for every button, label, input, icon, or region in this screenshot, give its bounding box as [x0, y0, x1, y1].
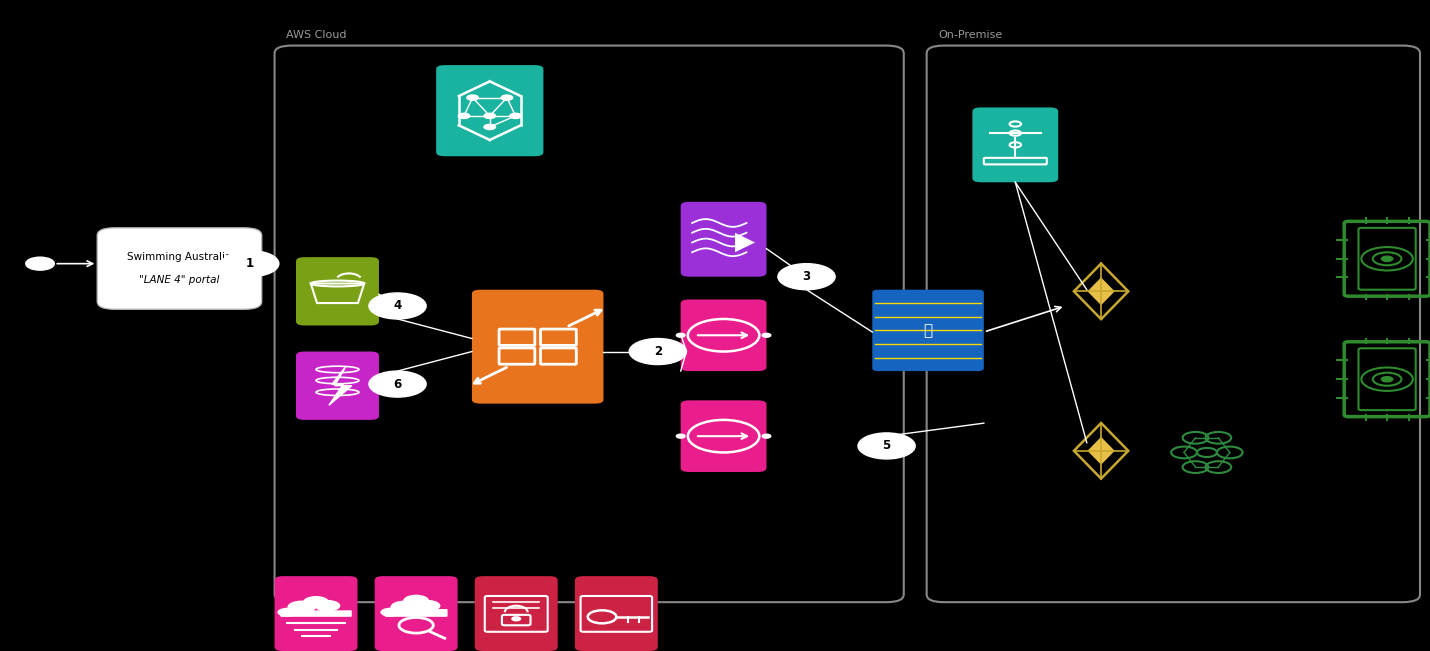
Circle shape — [403, 595, 429, 607]
Circle shape — [415, 600, 440, 612]
Circle shape — [458, 113, 469, 118]
Polygon shape — [735, 233, 755, 253]
Circle shape — [369, 371, 426, 397]
Circle shape — [512, 617, 521, 621]
FancyBboxPatch shape — [681, 400, 766, 472]
Circle shape — [390, 600, 419, 613]
FancyBboxPatch shape — [681, 202, 766, 277]
Circle shape — [762, 333, 771, 337]
Text: On-Premise: On-Premise — [938, 31, 1002, 40]
FancyBboxPatch shape — [972, 107, 1058, 182]
Text: 4: 4 — [393, 299, 402, 312]
FancyBboxPatch shape — [280, 611, 352, 617]
FancyBboxPatch shape — [681, 299, 766, 371]
Text: 2: 2 — [654, 345, 662, 358]
Circle shape — [762, 434, 771, 438]
Circle shape — [1381, 256, 1393, 261]
Polygon shape — [1088, 277, 1115, 305]
Circle shape — [466, 95, 478, 100]
FancyBboxPatch shape — [475, 576, 558, 651]
FancyBboxPatch shape — [575, 576, 658, 651]
Circle shape — [380, 608, 400, 617]
Text: 🏊: 🏊 — [924, 323, 932, 338]
Text: 1: 1 — [246, 257, 255, 270]
Text: 3: 3 — [802, 270, 811, 283]
FancyBboxPatch shape — [472, 290, 603, 404]
Circle shape — [315, 600, 340, 612]
FancyBboxPatch shape — [436, 65, 543, 156]
Text: Swimming Australia: Swimming Australia — [127, 252, 232, 262]
Circle shape — [778, 264, 835, 290]
Circle shape — [222, 251, 279, 277]
FancyBboxPatch shape — [385, 609, 448, 617]
Circle shape — [26, 257, 54, 270]
Circle shape — [629, 339, 686, 365]
Polygon shape — [1088, 437, 1115, 465]
FancyBboxPatch shape — [275, 576, 358, 651]
Circle shape — [676, 333, 685, 337]
Text: 5: 5 — [882, 439, 891, 452]
Circle shape — [858, 433, 915, 459]
Text: AWS Cloud: AWS Cloud — [286, 31, 346, 40]
FancyBboxPatch shape — [97, 228, 262, 309]
Circle shape — [303, 596, 329, 608]
Circle shape — [287, 600, 316, 613]
FancyBboxPatch shape — [296, 352, 379, 420]
Circle shape — [509, 113, 521, 118]
Text: 6: 6 — [393, 378, 402, 391]
Circle shape — [1381, 376, 1393, 381]
Circle shape — [369, 293, 426, 319]
Circle shape — [483, 124, 496, 130]
Circle shape — [676, 434, 685, 438]
Circle shape — [483, 113, 496, 118]
Text: "LANE 4" portal: "LANE 4" portal — [139, 275, 220, 285]
FancyBboxPatch shape — [296, 257, 379, 326]
Circle shape — [277, 608, 297, 617]
FancyBboxPatch shape — [375, 576, 458, 651]
FancyBboxPatch shape — [872, 290, 984, 371]
Circle shape — [500, 95, 512, 100]
Polygon shape — [329, 366, 352, 405]
